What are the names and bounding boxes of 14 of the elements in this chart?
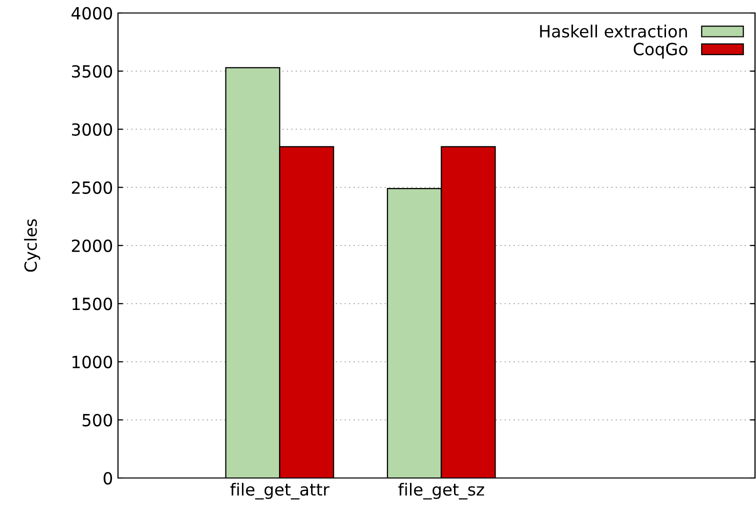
y-tick-label: 3500 <box>72 65 112 78</box>
y-tick-label: 0 <box>104 472 112 485</box>
y-tick-label: 1500 <box>72 298 112 310</box>
y-tick-label: 2500 <box>72 181 112 194</box>
y-tick-label: 500 <box>82 414 112 426</box>
y-axis-title: Cycles <box>24 219 40 272</box>
x-tick-label: file_get_sz <box>398 482 484 500</box>
legend-label: CoqGo <box>634 42 688 59</box>
y-tick-label: 4000 <box>72 6 112 20</box>
legend-label: Haskell extraction <box>540 24 687 38</box>
y-tick-label: 2000 <box>72 239 112 252</box>
y-tick-label: 1000 <box>72 356 112 368</box>
x-tick-label: file_get_attr <box>230 482 330 500</box>
y-tick-label: 3000 <box>72 123 112 136</box>
